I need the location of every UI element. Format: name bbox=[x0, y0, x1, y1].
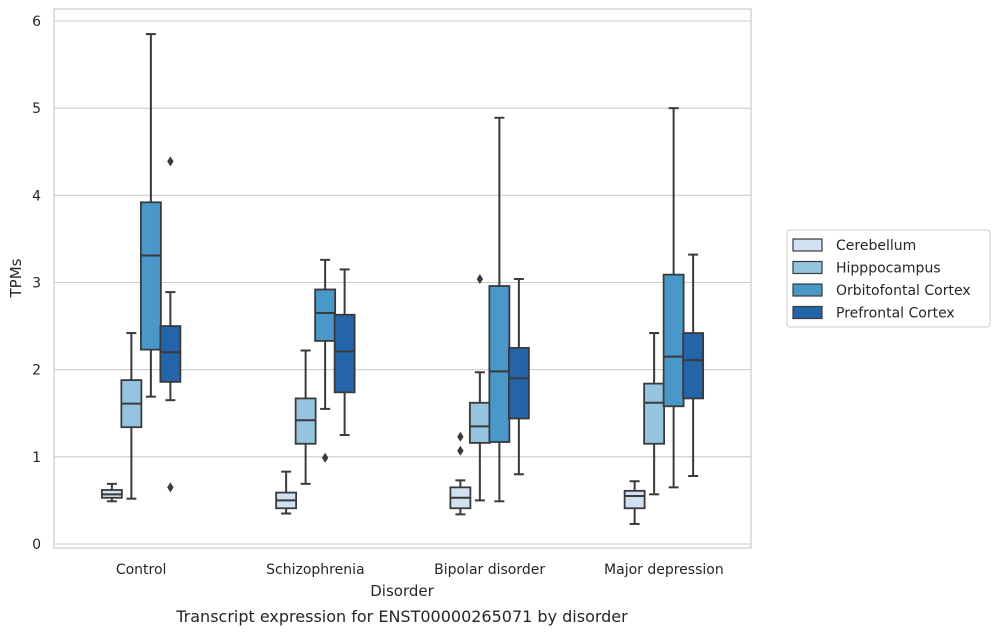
outlier-point bbox=[167, 156, 174, 167]
legend-swatch bbox=[792, 305, 823, 320]
box bbox=[643, 382, 666, 445]
x-tick-label: Schizophrenia bbox=[266, 562, 364, 578]
outlier-point bbox=[457, 445, 464, 456]
y-tick-label: 2 bbox=[32, 363, 41, 379]
grid-lines bbox=[54, 20, 751, 545]
y-tick-label: 3 bbox=[32, 276, 41, 292]
legend-swatch bbox=[792, 283, 823, 297]
chart-caption: Transcript expression for ENST0000026507… bbox=[175, 607, 628, 626]
y-tick-label: 0 bbox=[32, 537, 41, 553]
box bbox=[333, 313, 356, 394]
y-tick-label: 5 bbox=[32, 101, 41, 117]
box bbox=[159, 325, 182, 383]
box-group bbox=[294, 349, 317, 485]
box bbox=[682, 332, 705, 400]
legend: Cerebellum Hipppocampus Orbitofontal Corte… bbox=[786, 229, 991, 328]
x-tick-label: Control bbox=[116, 562, 167, 578]
box-group bbox=[468, 274, 491, 502]
box bbox=[314, 288, 337, 342]
box-series bbox=[100, 33, 705, 525]
box-group bbox=[275, 470, 298, 515]
plot-area bbox=[53, 8, 752, 549]
outlier-point bbox=[457, 431, 464, 442]
box-group bbox=[449, 431, 472, 516]
box-group bbox=[682, 253, 705, 478]
legend-frame bbox=[786, 229, 991, 328]
box bbox=[468, 401, 491, 444]
box-group bbox=[100, 482, 123, 503]
box-group bbox=[159, 156, 182, 493]
box-group bbox=[507, 278, 530, 476]
x-tick-label: Major depression bbox=[604, 562, 724, 578]
y-tick-label: 6 bbox=[32, 14, 41, 30]
box-group bbox=[120, 332, 143, 500]
legend-label: Orbitofontal Cortex bbox=[836, 283, 971, 299]
legend-label: Hipppocampus bbox=[836, 261, 941, 277]
box-group bbox=[333, 268, 356, 437]
box-group bbox=[314, 258, 337, 463]
legend-swatch bbox=[792, 260, 823, 275]
legend-label: Prefrontal Cortex bbox=[836, 306, 955, 322]
x-tick-label: Bipolar disorder bbox=[434, 562, 545, 578]
box-group bbox=[139, 33, 162, 398]
box-group bbox=[643, 332, 666, 496]
y-axis-ticks: 0 1 2 3 4 5 6 bbox=[32, 14, 41, 553]
x-axis-label: Disorder bbox=[370, 582, 434, 600]
outlier-point bbox=[476, 274, 484, 285]
legend-swatch bbox=[792, 238, 823, 252]
x-axis-ticks: Control Schizophrenia Bipolar disorder Majo… bbox=[116, 562, 724, 578]
box bbox=[139, 201, 162, 351]
box bbox=[662, 273, 685, 408]
legend-items: Cerebellum Hipppocampus Orbitofontal Corte… bbox=[792, 238, 971, 322]
y-tick-label: 4 bbox=[32, 188, 41, 204]
y-axis-label: TPMs bbox=[7, 258, 25, 298]
box bbox=[488, 285, 511, 443]
box bbox=[623, 489, 646, 510]
y-tick-label: 1 bbox=[32, 450, 41, 466]
outlier-point bbox=[321, 452, 329, 463]
outlier-point bbox=[167, 482, 174, 493]
box bbox=[507, 346, 530, 420]
box-group bbox=[623, 480, 646, 525]
legend-label: Cerebellum bbox=[836, 238, 916, 254]
